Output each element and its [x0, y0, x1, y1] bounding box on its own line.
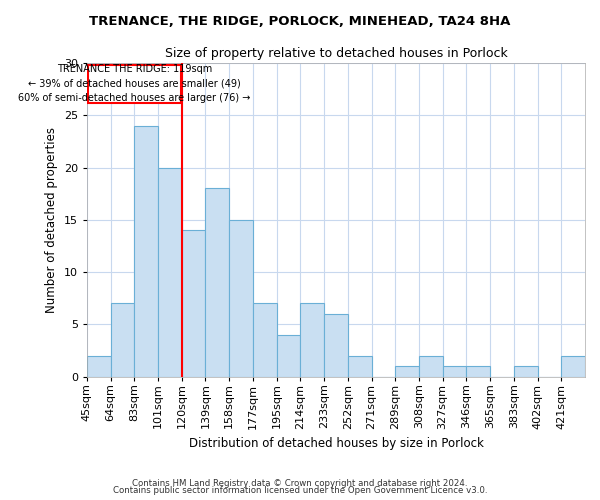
Bar	[395, 366, 419, 376]
Bar	[182, 230, 205, 376]
Bar	[158, 168, 182, 376]
Bar	[466, 366, 490, 376]
Bar	[88, 64, 181, 103]
Text: TRENANCE THE RIDGE: 119sqm
← 39% of detached houses are smaller (49)
60% of semi: TRENANCE THE RIDGE: 119sqm ← 39% of deta…	[18, 64, 251, 104]
Bar	[324, 314, 348, 376]
Bar	[110, 304, 134, 376]
Bar	[134, 126, 158, 376]
Bar	[277, 335, 301, 376]
Y-axis label: Number of detached properties: Number of detached properties	[45, 127, 58, 313]
Title: Size of property relative to detached houses in Porlock: Size of property relative to detached ho…	[164, 48, 508, 60]
Bar	[87, 356, 110, 376]
Bar	[253, 304, 277, 376]
Bar	[348, 356, 371, 376]
Bar	[561, 356, 585, 376]
Bar	[514, 366, 538, 376]
Bar	[229, 220, 253, 376]
Bar	[301, 304, 324, 376]
Text: Contains public sector information licensed under the Open Government Licence v3: Contains public sector information licen…	[113, 486, 487, 495]
Bar	[205, 188, 229, 376]
X-axis label: Distribution of detached houses by size in Porlock: Distribution of detached houses by size …	[188, 437, 484, 450]
Text: TRENANCE, THE RIDGE, PORLOCK, MINEHEAD, TA24 8HA: TRENANCE, THE RIDGE, PORLOCK, MINEHEAD, …	[89, 15, 511, 28]
Bar	[443, 366, 466, 376]
Text: Contains HM Land Registry data © Crown copyright and database right 2024.: Contains HM Land Registry data © Crown c…	[132, 478, 468, 488]
Bar	[419, 356, 443, 376]
